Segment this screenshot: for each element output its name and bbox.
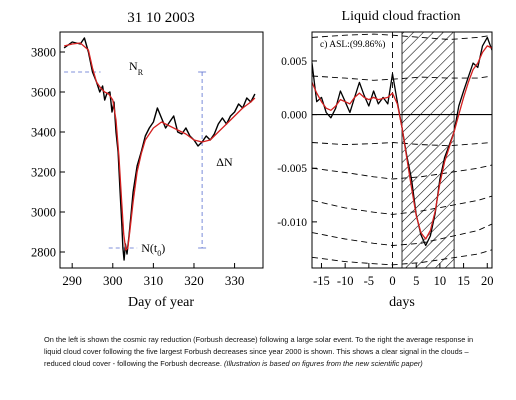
left-x-axis-label: Day of year: [128, 295, 194, 310]
right-y-tick-label: 0.000: [281, 110, 307, 122]
right-y-tick-label: -0.005: [277, 163, 307, 175]
left-y-tick-label: 2800: [31, 246, 56, 260]
left-series-line-1: [63, 42, 256, 251]
figure-caption: On the left is shown the cosmic ray redu…: [44, 334, 484, 370]
right-axes: -15 -10 -5 0 5 10 15 20 0.005 0.000 -0.005 -0.010: [277, 56, 493, 288]
confidence-dashed-line: [312, 142, 492, 147]
cosmic-ray-chart: 31 10 2003 290 300 310 320 330 2800 3000 3200 34…: [31, 10, 264, 310]
nt0-label-subscript: 0: [157, 249, 161, 258]
left-x-tick-label: 290: [62, 273, 82, 288]
right-x-tick-label: 20: [481, 274, 494, 288]
left-y-tick-label: 3000: [31, 206, 56, 220]
right-chart-annotation: c) ASL:(99.86%): [320, 39, 385, 50]
confidence-dashed-line: [312, 164, 492, 180]
nt0-label-suffix: ): [161, 241, 165, 255]
left-x-tick-label: 310: [144, 273, 164, 288]
confidence-dashed-line: [312, 195, 492, 215]
left-annotations: NR ΔN N(t0): [129, 59, 233, 258]
right-x-tick-label: -15: [313, 274, 330, 288]
nr-label: NR: [129, 59, 144, 77]
left-y-tick-label: 3400: [31, 126, 56, 140]
right-y-tick-label: -0.010: [277, 217, 307, 229]
nr-label-subscript: R: [138, 68, 144, 77]
right-x-axis-label: days: [389, 295, 415, 310]
left-series-line-0: [63, 37, 256, 261]
left-x-tick-label: 330: [225, 273, 245, 288]
caption-italic: (Illustration is based on figures from t…: [223, 359, 423, 368]
left-y-tick-label: 3600: [31, 86, 56, 100]
confidence-dashed-line: [312, 33, 492, 40]
confidence-dashed-line: [312, 249, 492, 266]
right-series-line-1: [312, 45, 492, 240]
left-x-tick-label: 300: [103, 273, 123, 288]
delta-n-label: ΔN: [216, 155, 233, 169]
left-plot-frame: [59, 31, 264, 269]
right-x-tick-label: 0: [389, 274, 395, 288]
right-chart-title: Liquid cloud fraction: [342, 9, 461, 24]
confidence-dashed-line: [312, 75, 492, 81]
left-plot-area: [63, 37, 256, 261]
left-axes: 290 300 310 320 330 2800 3000 3200 3400 3600 3800: [31, 46, 244, 289]
hatched-forbush-window: [402, 32, 455, 268]
left-chart-title: 31 10 2003: [127, 10, 195, 26]
left-y-tick-label: 3800: [31, 46, 56, 60]
right-x-tick-label: -10: [337, 274, 354, 288]
caption-text: On the left is shown the cosmic ray redu…: [44, 335, 474, 368]
left-y-tick-label: 3200: [31, 166, 56, 180]
left-x-tick-label: 320: [184, 273, 204, 288]
right-plot-frame: [311, 31, 493, 269]
confidence-dashed-line: [312, 223, 492, 246]
nt0-label: N(t0): [141, 241, 165, 258]
right-x-tick-label: 10: [434, 274, 447, 288]
cloud-fraction-chart: Liquid cloud fraction -15 -10 -5 0 5 10 15 20 0.…: [277, 9, 493, 310]
right-x-tick-label: 5: [413, 274, 419, 288]
right-y-tick-label: 0.005: [281, 56, 307, 68]
right-x-tick-label: -5: [364, 274, 374, 288]
right-x-tick-label: 15: [457, 274, 470, 288]
right-plot-area: [312, 32, 492, 268]
